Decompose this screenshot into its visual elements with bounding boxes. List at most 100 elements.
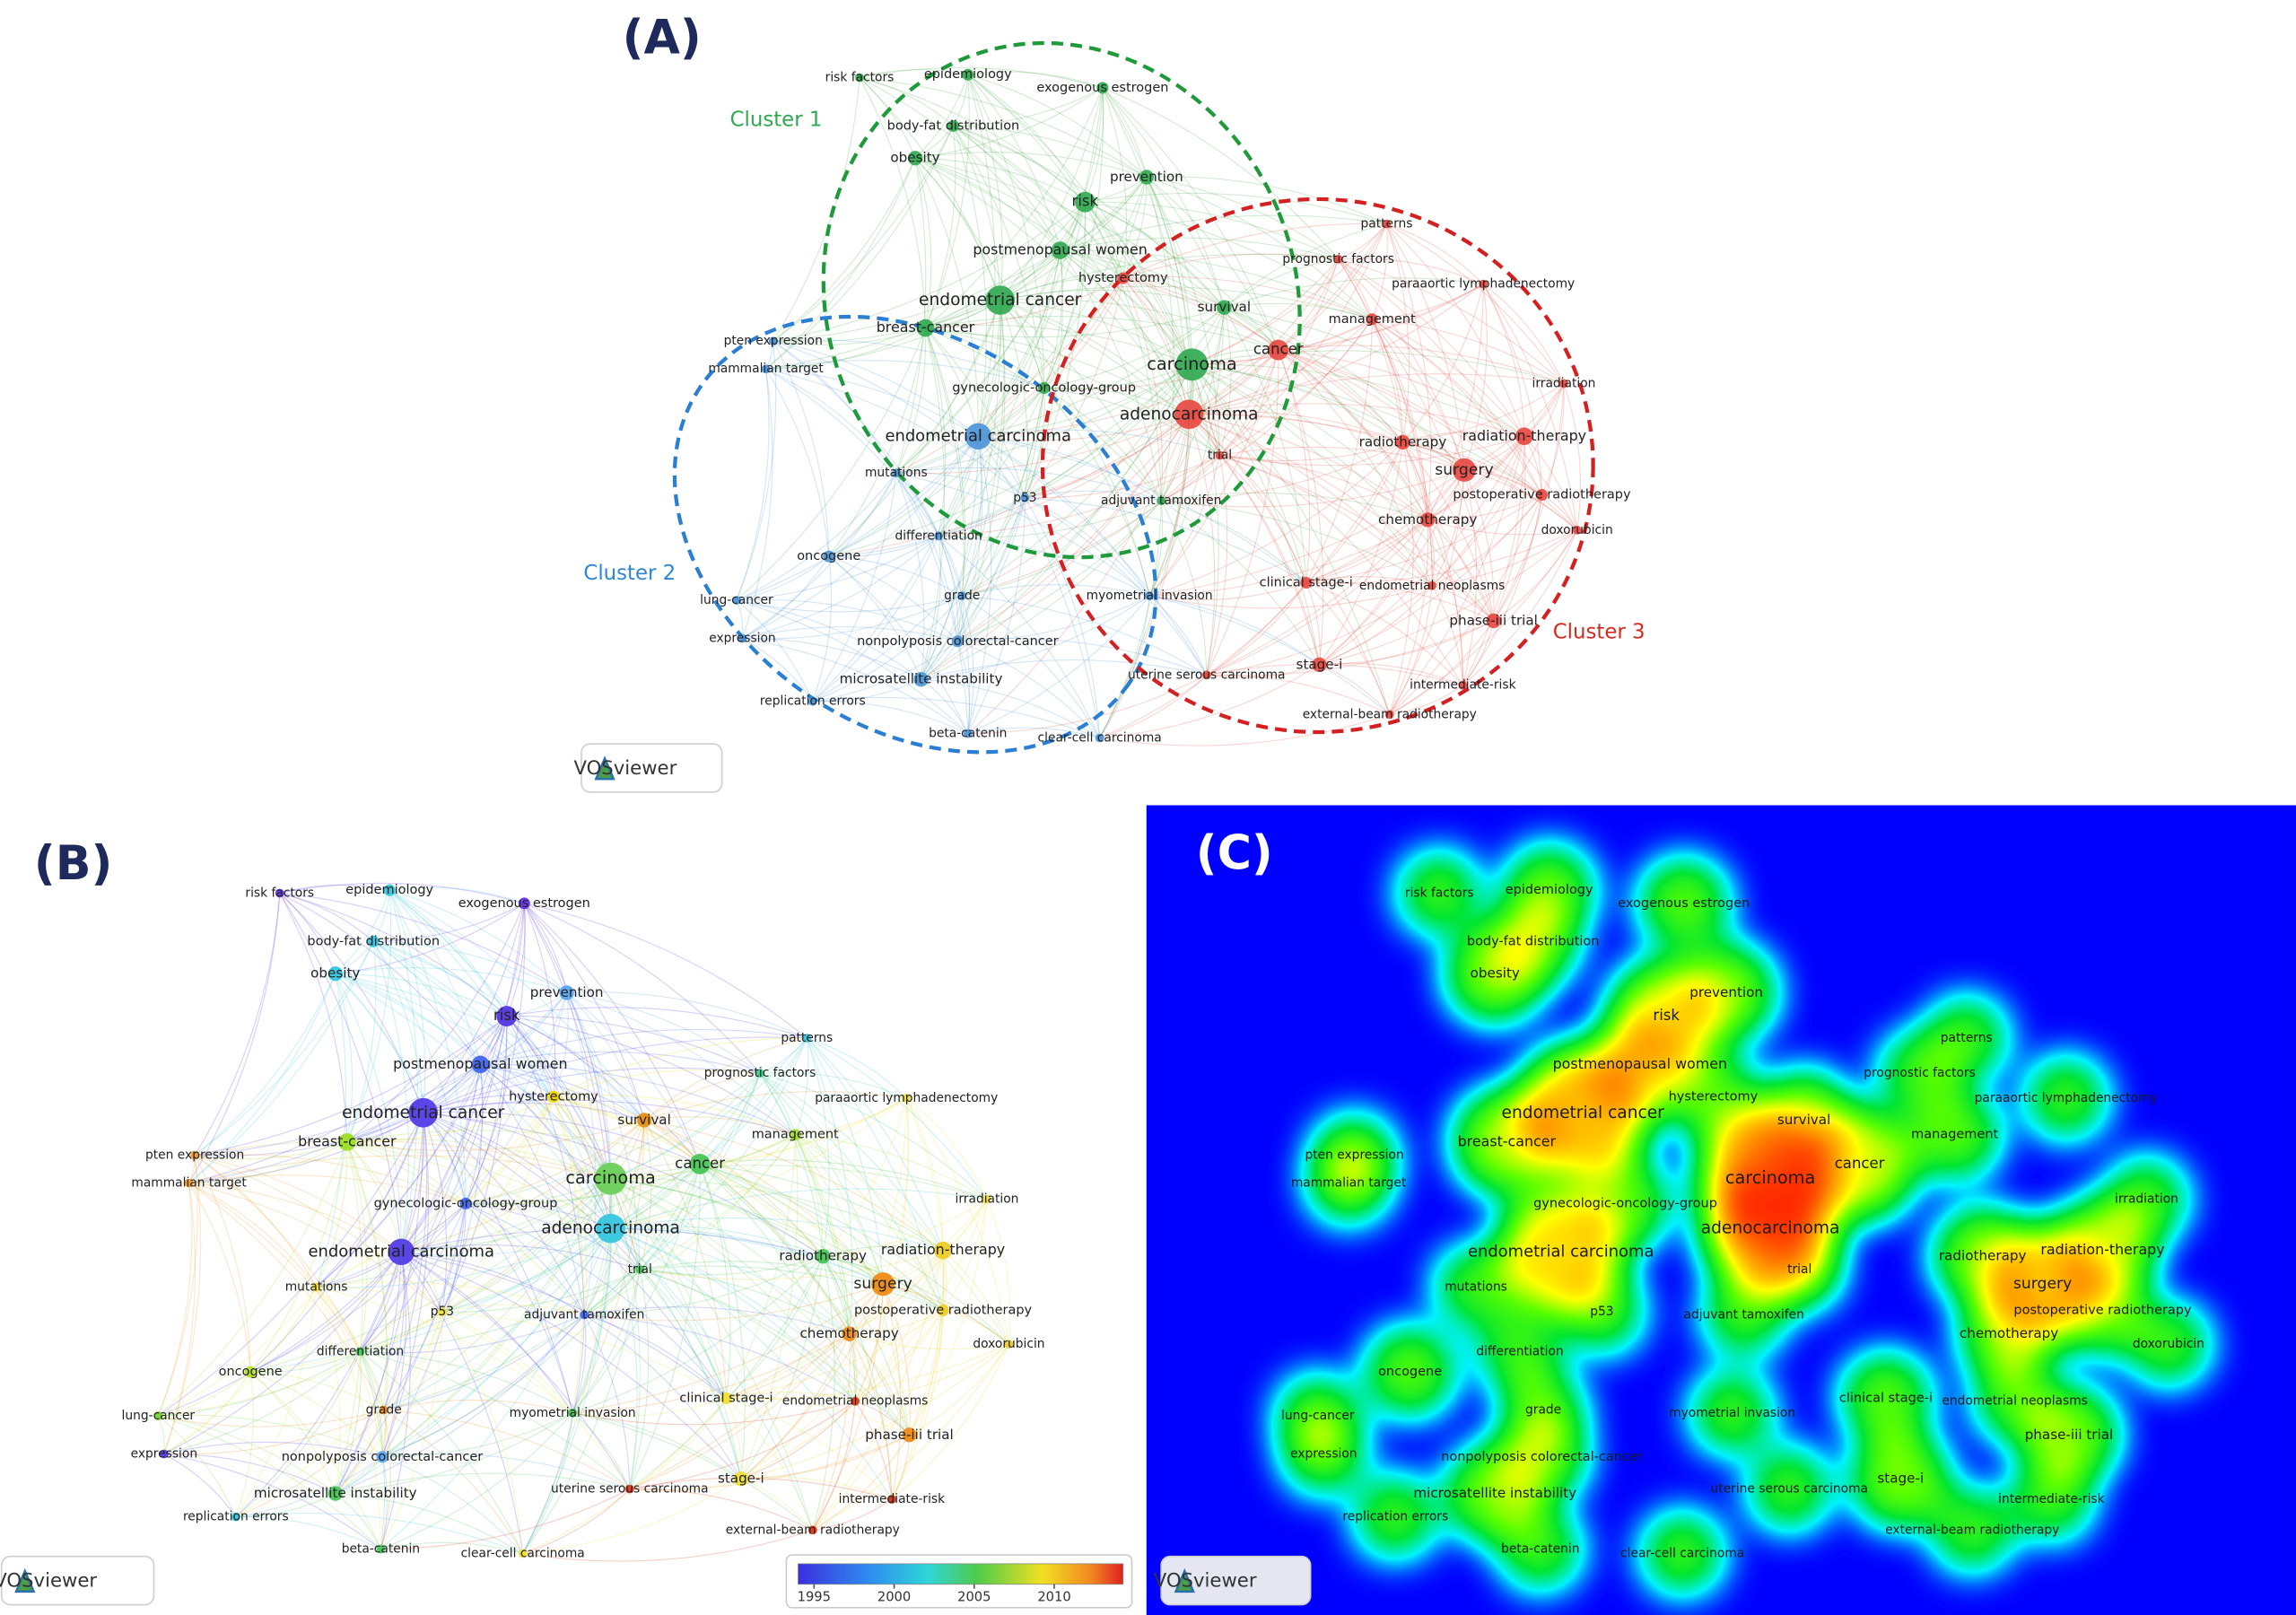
edge: [1024, 497, 1101, 738]
edge: [1192, 350, 1565, 385]
edge: [279, 892, 567, 993]
edge: [479, 1063, 641, 1270]
edge: [742, 637, 921, 680]
edge: [316, 1281, 585, 1315]
edge: [639, 1073, 761, 1270]
edge: [961, 388, 1045, 597]
edge: [736, 341, 777, 601]
node: [1479, 279, 1488, 289]
edge: [914, 157, 1001, 301]
edge: [522, 1478, 742, 1555]
node-label: endometrial cancer: [1502, 1104, 1665, 1122]
edge: [957, 364, 1192, 642]
edge: [1338, 258, 1484, 285]
node: [596, 1213, 625, 1244]
edge: [1149, 595, 1320, 666]
edge: [1224, 277, 1484, 309]
edge: [1371, 319, 1525, 437]
edge: [1371, 319, 1542, 495]
edge: [553, 1096, 588, 1315]
edge: [914, 157, 1061, 251]
node-label: patterns: [1361, 217, 1413, 231]
edge: [1146, 176, 1339, 260]
edge: [553, 1096, 645, 1121]
edge: [1192, 363, 1391, 715]
density-blob: [2127, 1303, 2210, 1385]
edge: [895, 472, 1026, 499]
edge: [335, 1493, 381, 1550]
edge: [1148, 501, 1164, 597]
edge: [925, 316, 1279, 351]
edge: [759, 1072, 851, 1334]
edge: [807, 1037, 907, 1099]
edge: [1025, 497, 1208, 676]
edge: [1148, 349, 1279, 597]
edge: [828, 535, 939, 558]
edge: [523, 903, 556, 1097]
edge: [895, 472, 925, 680]
edge: [1338, 258, 1373, 319]
node: [496, 1006, 518, 1026]
edge: [249, 1178, 611, 1373]
density-blob: [1307, 1142, 1390, 1224]
node: [1333, 254, 1343, 264]
node: [916, 319, 935, 337]
edge: [629, 1269, 650, 1489]
node-label: mutations: [285, 1279, 348, 1294]
edge: [388, 889, 612, 1229]
edge: [967, 414, 1190, 735]
edge: [1386, 223, 1465, 470]
edge: [1305, 581, 1463, 686]
edge: [1389, 494, 1543, 715]
edge: [372, 941, 409, 1253]
density-blob: [2057, 1265, 2148, 1356]
node-label: irradiation: [2115, 1192, 2178, 1207]
edge: [938, 535, 963, 597]
edge: [1161, 469, 1465, 508]
edge: [1389, 436, 1525, 715]
edge: [249, 1113, 424, 1373]
edge: [914, 157, 1190, 415]
edge: [423, 1111, 701, 1165]
edge: [891, 1250, 944, 1500]
node: [816, 1249, 831, 1264]
edge: [962, 414, 1190, 597]
edge: [316, 1178, 611, 1288]
edge: [726, 1397, 910, 1436]
edge: [1278, 349, 1542, 496]
edge: [914, 157, 979, 437]
edge: [961, 497, 1026, 597]
edge: [882, 1283, 911, 1436]
node-label: endometrial cancer: [342, 1104, 505, 1122]
edge: [372, 941, 424, 1113]
node: [1217, 300, 1232, 315]
edge: [812, 1343, 1009, 1531]
edge: [163, 1410, 384, 1455]
node: [367, 935, 380, 947]
edge: [1043, 87, 1104, 388]
edge: [1188, 414, 1433, 587]
edge: [188, 1141, 348, 1184]
node-label: replication errors: [1342, 1510, 1448, 1524]
edge: [967, 497, 1026, 734]
edge: [1389, 585, 1433, 715]
edge: [381, 1312, 443, 1458]
edge: [1206, 469, 1465, 676]
node: [982, 1194, 991, 1204]
edge: [643, 1119, 884, 1285]
edge: [479, 1063, 612, 1229]
node: [594, 1162, 627, 1195]
node-label: adenocarcinoma: [541, 1219, 680, 1238]
edge: [828, 435, 979, 557]
edge: [383, 1227, 612, 1411]
edge: [952, 126, 1045, 388]
edge: [859, 68, 968, 79]
node: [376, 1544, 386, 1554]
edge: [158, 1409, 384, 1427]
edge: [235, 1493, 336, 1518]
edge: [828, 414, 1190, 557]
node-label: p53: [431, 1305, 454, 1319]
edge: [1219, 223, 1388, 456]
edge: [1224, 307, 1465, 471]
node-label: patterns: [781, 1031, 833, 1045]
